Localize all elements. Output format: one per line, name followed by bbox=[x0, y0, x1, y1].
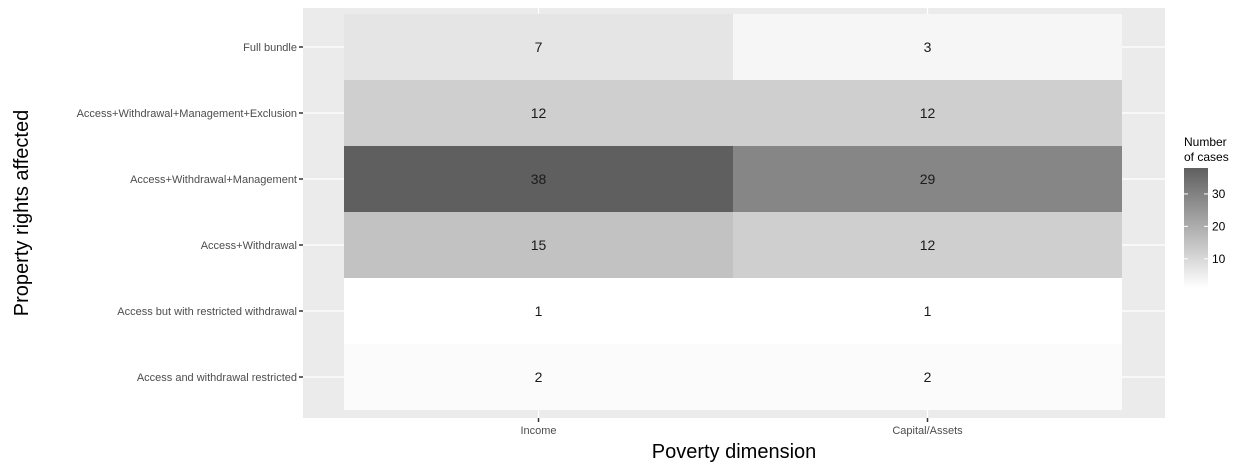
cell-value-label: 15 bbox=[531, 237, 547, 253]
legend-tick-label: 30 bbox=[1212, 187, 1226, 201]
x-axis-ticks: Income Capital/Assets bbox=[520, 418, 963, 437]
heatmap-cell bbox=[733, 278, 1122, 344]
y-tick-label: Access but with restricted withdrawal bbox=[117, 306, 297, 318]
cell-value-label: 2 bbox=[924, 369, 932, 385]
x-tick-label: Capital/Assets bbox=[892, 425, 963, 437]
cell-value-label: 12 bbox=[920, 237, 936, 253]
y-tick-label: Full bundle bbox=[243, 42, 297, 54]
legend-tick-label: 10 bbox=[1212, 252, 1226, 266]
heatmap-cell bbox=[733, 80, 1122, 146]
heatmap-cell bbox=[344, 14, 733, 80]
heatmap-cell bbox=[733, 146, 1122, 212]
cell-value-label: 29 bbox=[920, 171, 936, 187]
x-tick-label: Income bbox=[520, 425, 556, 437]
cell-value-label: 12 bbox=[920, 105, 936, 121]
cell-value-label: 1 bbox=[535, 303, 543, 319]
heatmap-cell bbox=[344, 344, 733, 410]
y-axis-ticks: Full bundle Access+Withdrawal+Management+… bbox=[77, 42, 303, 384]
y-tick-label: Access+Withdrawal bbox=[201, 240, 297, 252]
heatmap-cells bbox=[344, 14, 1122, 410]
y-axis-title: Property rights affected bbox=[11, 110, 33, 316]
cell-value-label: 1 bbox=[924, 303, 932, 319]
legend-title-line-1: Number bbox=[1184, 135, 1227, 149]
x-axis-title: Poverty dimension bbox=[652, 441, 817, 463]
legend-colorbar bbox=[1184, 168, 1208, 288]
legend-tick-label: 20 bbox=[1212, 219, 1226, 233]
heatmap-cell bbox=[344, 146, 733, 212]
heatmap-cell bbox=[733, 212, 1122, 278]
y-tick-label: Access+Withdrawal+Management+Exclusion bbox=[77, 108, 297, 120]
heatmap-cell bbox=[344, 278, 733, 344]
legend-title-line-2: of cases bbox=[1184, 150, 1229, 164]
legend-ticks: 10 20 30 bbox=[1184, 187, 1226, 266]
heatmap-cell bbox=[733, 14, 1122, 80]
heatmap-cell bbox=[344, 212, 733, 278]
heatmap-cell bbox=[344, 80, 733, 146]
cell-value-label: 2 bbox=[535, 369, 543, 385]
legend: Number of cases 10 20 30 bbox=[1184, 135, 1229, 288]
cell-value-label: 38 bbox=[531, 171, 547, 187]
y-tick-label: Access and withdrawal restricted bbox=[137, 372, 297, 384]
cell-value-label: 7 bbox=[535, 39, 543, 55]
y-tick-label: Access+Withdrawal+Management bbox=[130, 174, 297, 186]
cell-value-label: 3 bbox=[924, 39, 932, 55]
heatmap-cell bbox=[733, 344, 1122, 410]
cell-value-label: 12 bbox=[531, 105, 547, 121]
